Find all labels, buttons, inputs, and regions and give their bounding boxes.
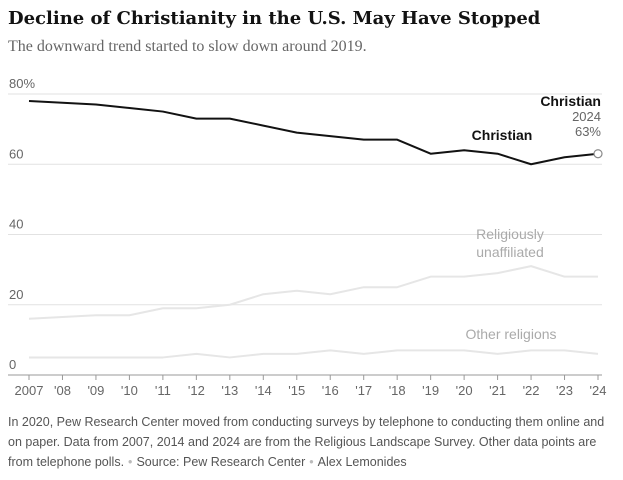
annotation: 63% [575, 124, 601, 139]
credit: Alex Lemonides [317, 455, 407, 469]
y-tick-label: 80% [9, 76, 35, 91]
x-tick-label: 2007 [15, 383, 44, 398]
series-label: Other religions [465, 326, 556, 342]
series-label: Christian [472, 127, 533, 143]
annotation: Christian [540, 93, 601, 109]
x-tick-label: '13 [221, 383, 238, 398]
end-marker [593, 149, 603, 159]
chart: Decline of Christianity in the U.S. May … [8, 8, 607, 398]
source: Source: Pew Research Center [136, 455, 306, 469]
x-tick-label: '21 [489, 383, 506, 398]
x-tick-label: '08 [54, 383, 71, 398]
x-tick-label: '24 [590, 383, 607, 398]
y-tick-label: 20 [9, 287, 23, 302]
annotation: 2024 [572, 109, 601, 124]
series-label: Religiously unaffiliated [476, 226, 544, 260]
x-tick-label: '09 [87, 383, 104, 398]
series-line [28, 100, 599, 166]
y-tick-label: 40 [9, 217, 23, 232]
x-tick-label: '10 [121, 383, 138, 398]
chart-subtitle: The downward trend started to slow down … [8, 38, 367, 55]
y-tick-label: 0 [9, 357, 16, 372]
footer: In 2020, Pew Research Center moved from … [8, 415, 605, 469]
x-tick-label: '19 [422, 383, 439, 398]
x-tick-label: '16 [322, 383, 339, 398]
x-tick-label: '12 [188, 383, 205, 398]
series-line [29, 349, 599, 359]
x-tick-label: '22 [523, 383, 540, 398]
note: In 2020, Pew Research Center moved from … [8, 415, 605, 469]
x-tick-label: '23 [556, 383, 573, 398]
x-tick-label: '18 [389, 383, 406, 398]
x-tick-label: '11 [155, 383, 171, 398]
x-tick-label: '15 [288, 383, 305, 398]
x-tick-label: '20 [456, 383, 473, 398]
x-tick-label: '17 [355, 383, 372, 398]
x-tick-label: '14 [255, 383, 272, 398]
y-tick-label: 60 [9, 146, 23, 161]
chart-title: Decline of Christianity in the U.S. May … [8, 8, 541, 29]
series-line [28, 265, 598, 320]
